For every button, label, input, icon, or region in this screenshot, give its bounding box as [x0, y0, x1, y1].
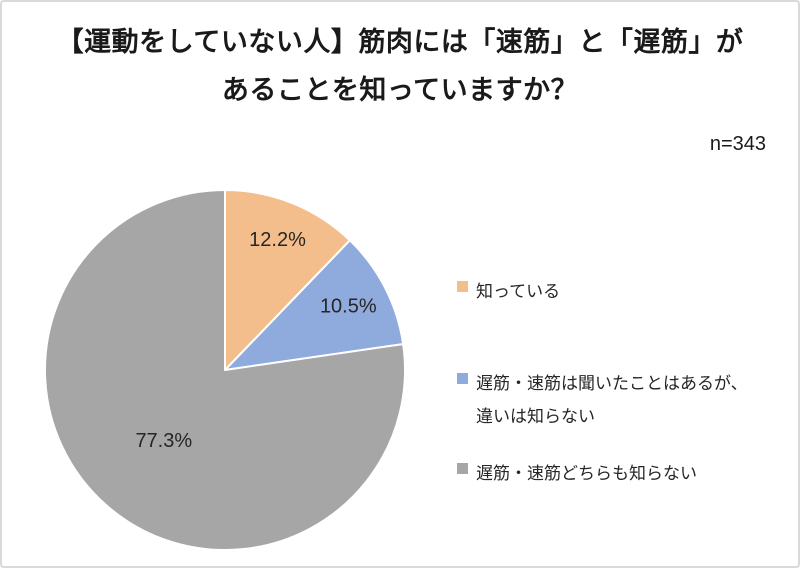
pie-slice — [44, 189, 406, 551]
legend-label: 遅筋・速筋は聞いたことはあるが、違いは知らない — [476, 374, 748, 426]
pie-slice-label: 12.2% — [249, 229, 306, 251]
chart-title-line-1: 【運動をしていない人】筋肉には「速筋」と「遅筋」が — [56, 27, 744, 57]
pie-chart: 12.2% 10.5% 77.3% — [44, 189, 406, 551]
legend-item: 遅筋・速筋は聞いたことはあるが、違いは知らない — [457, 367, 764, 433]
legend-label: 遅筋・速筋どちらも知らない — [476, 464, 697, 483]
chart-title-line-2: あることを知っていますか？ — [221, 75, 579, 105]
legend-marker-icon — [457, 463, 468, 474]
legend-label: 知っている — [476, 282, 561, 301]
pie-slice — [224, 239, 405, 371]
pie-slice — [224, 189, 351, 371]
chart-title: 【運動をしていない人】筋肉には「速筋」と「遅筋」が あることを知っていますか？ — [2, 18, 798, 114]
pie-slice-label: 77.3% — [135, 430, 192, 452]
legend-marker-icon — [457, 373, 468, 384]
sample-size-annotation: n=343 — [709, 133, 766, 155]
legend-item: 知っている — [457, 275, 764, 308]
legend-item: 遅筋・速筋どちらも知らない — [457, 457, 764, 490]
legend-marker-icon — [457, 281, 468, 292]
pie-slice-label: 10.5% — [320, 296, 377, 318]
